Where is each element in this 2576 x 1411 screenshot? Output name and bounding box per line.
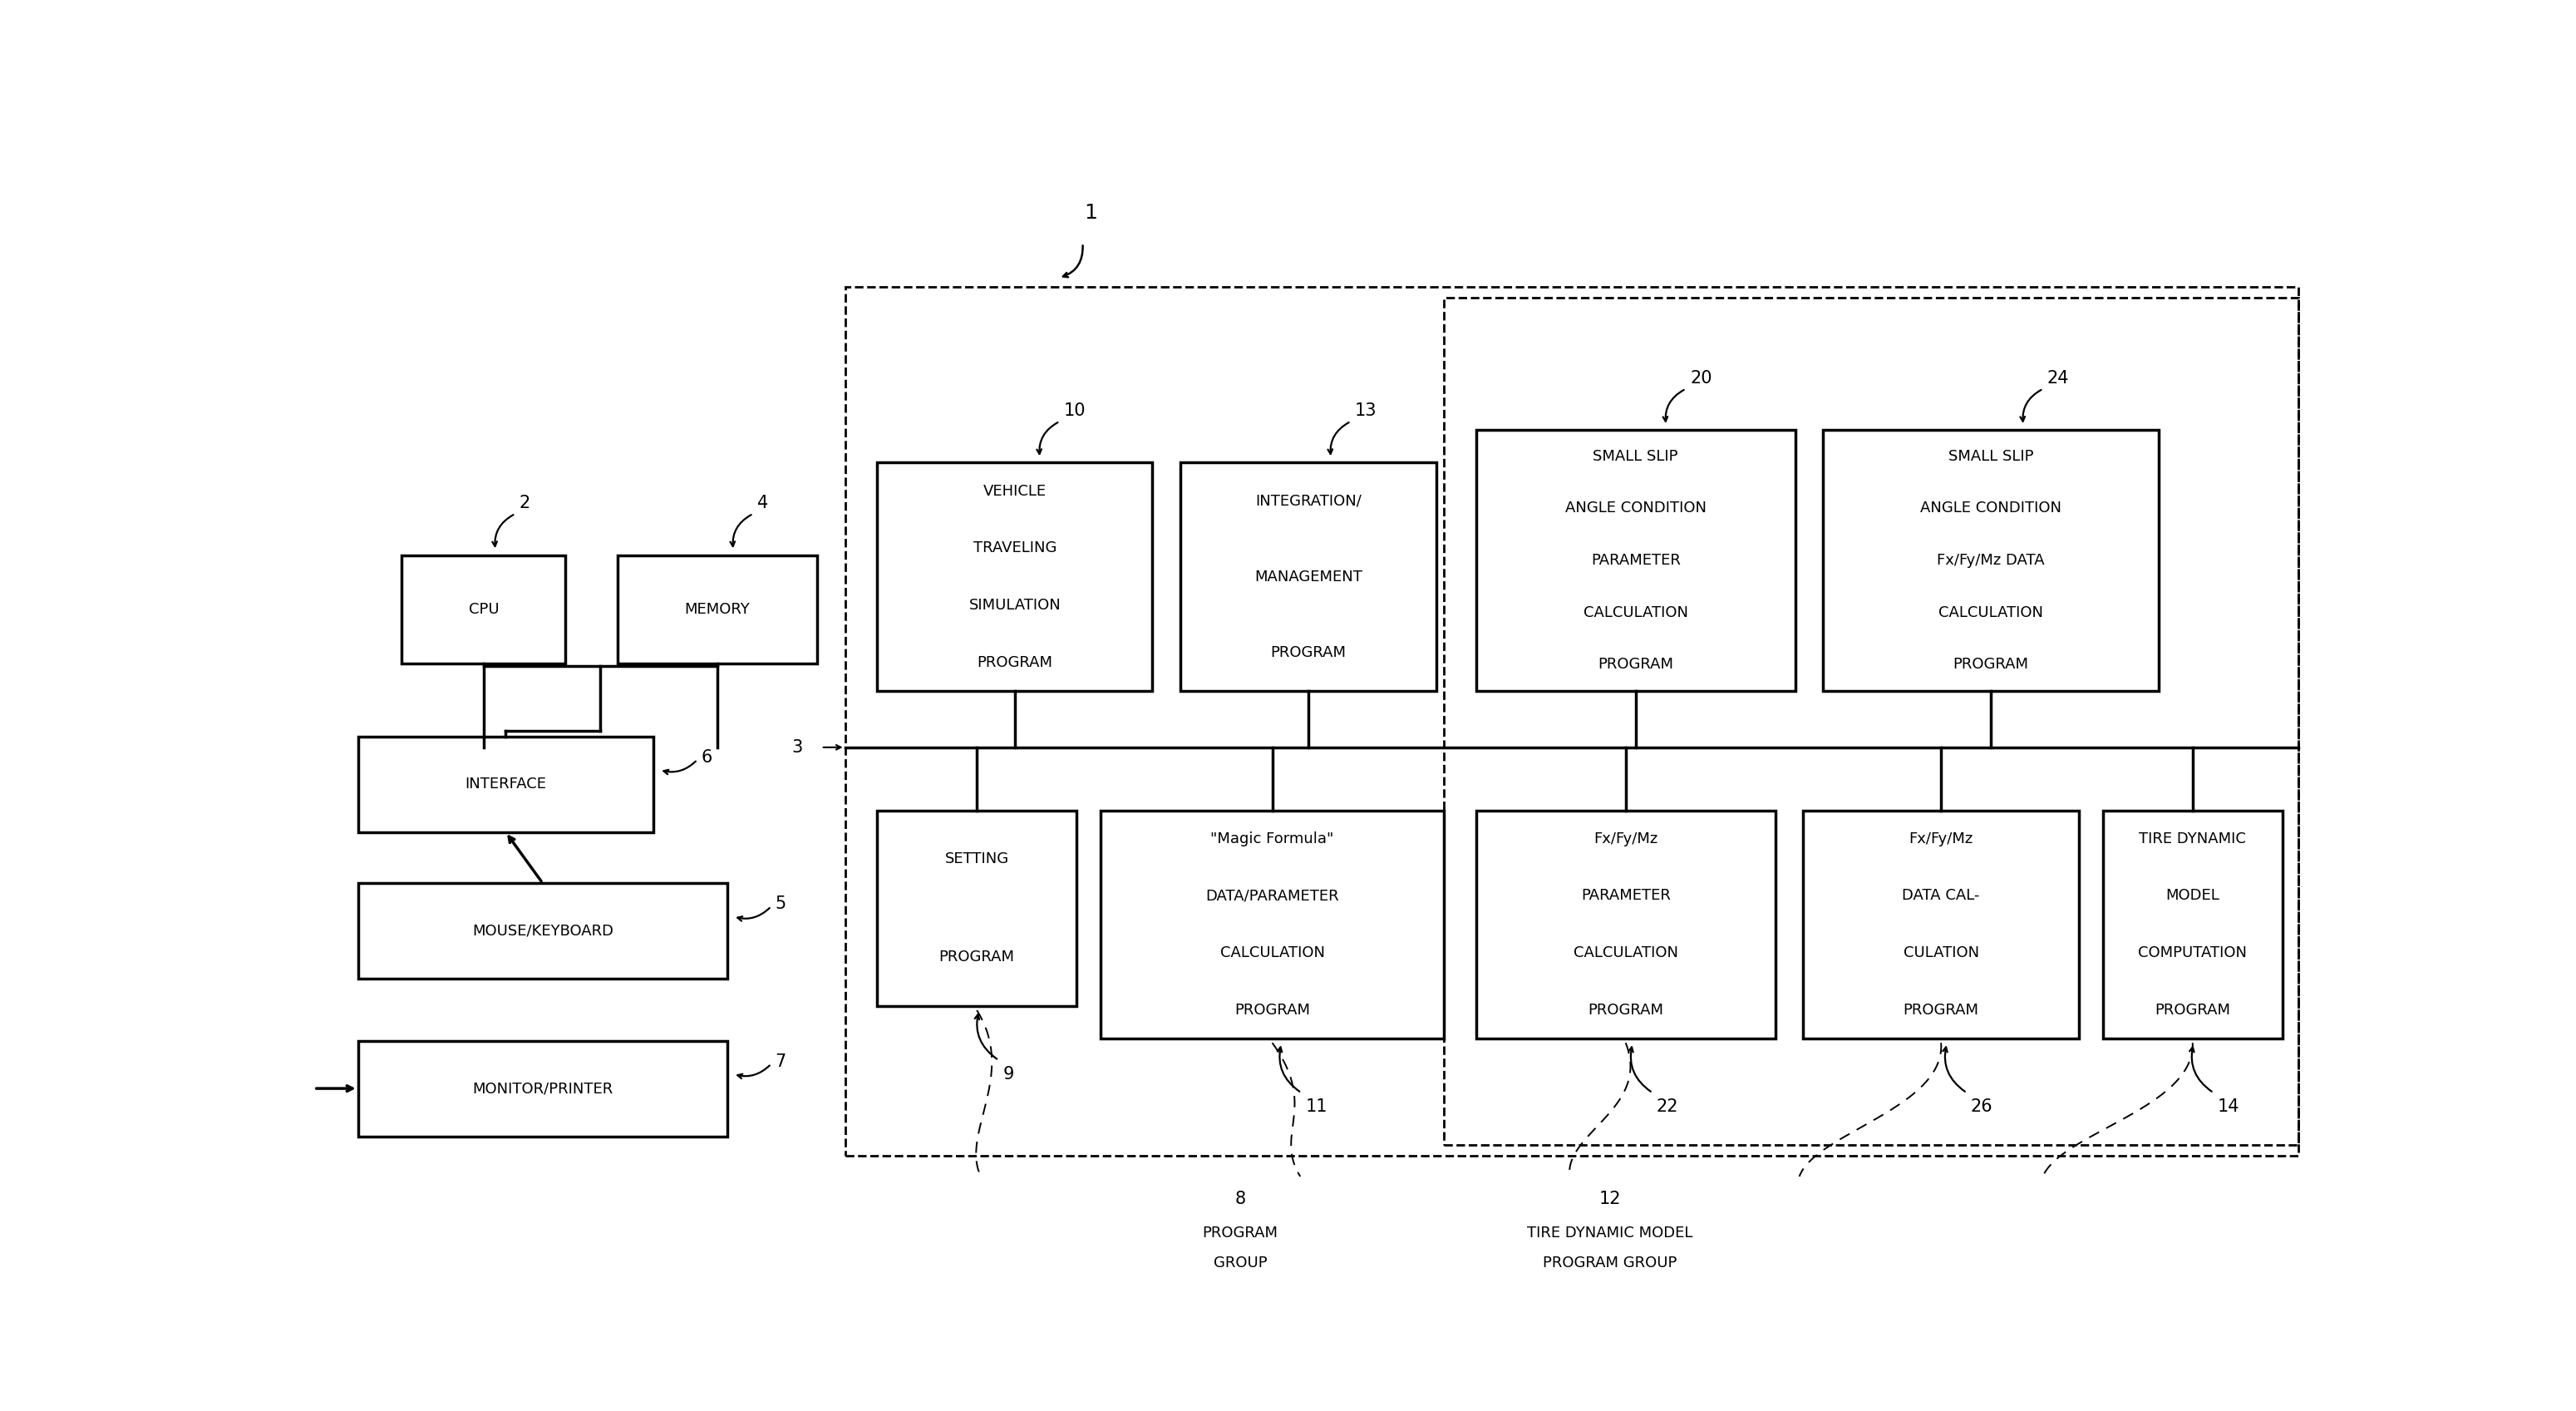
Text: 20: 20: [1690, 370, 1713, 387]
Text: PARAMETER: PARAMETER: [1592, 553, 1680, 569]
Text: GROUP: GROUP: [1213, 1256, 1267, 1271]
Text: DATA/PARAMETER: DATA/PARAMETER: [1206, 889, 1340, 903]
Text: VEHICLE: VEHICLE: [984, 484, 1046, 498]
Text: MEMORY: MEMORY: [685, 602, 750, 617]
Text: MONITOR/PRINTER: MONITOR/PRINTER: [471, 1081, 613, 1096]
Bar: [845, 286, 2298, 1156]
Text: 22: 22: [1656, 1098, 1680, 1115]
Text: 12: 12: [1600, 1191, 1620, 1208]
Text: 5: 5: [775, 896, 786, 913]
Text: 9: 9: [1002, 1065, 1015, 1082]
Text: Fx/Fy/Mz DATA: Fx/Fy/Mz DATA: [1937, 553, 2045, 569]
Text: 13: 13: [1355, 402, 1378, 419]
Bar: [1180, 463, 1435, 691]
Text: PROGRAM: PROGRAM: [1203, 1225, 1278, 1240]
Text: CPU: CPU: [469, 602, 500, 617]
Text: 11: 11: [1306, 1098, 1327, 1115]
Text: SMALL SLIP: SMALL SLIP: [1947, 449, 2032, 464]
Text: ANGLE CONDITION: ANGLE CONDITION: [1919, 501, 2061, 516]
Bar: [402, 555, 567, 663]
Text: "Magic Formula": "Magic Formula": [1211, 831, 1334, 847]
Bar: [358, 737, 654, 832]
Text: PROGRAM: PROGRAM: [1587, 1002, 1664, 1017]
Text: MODEL: MODEL: [2166, 889, 2221, 903]
Text: PARAMETER: PARAMETER: [1582, 889, 1669, 903]
Text: 26: 26: [1971, 1098, 1994, 1115]
Bar: [876, 810, 1077, 1006]
Bar: [618, 555, 817, 663]
Bar: [1445, 298, 2298, 1144]
Text: 4: 4: [757, 495, 768, 512]
Bar: [1803, 810, 2079, 1038]
Text: 24: 24: [2048, 370, 2069, 387]
Text: 2: 2: [520, 495, 531, 512]
Text: MOUSE/KEYBOARD: MOUSE/KEYBOARD: [471, 923, 613, 938]
Text: PROGRAM: PROGRAM: [1597, 658, 1674, 672]
Bar: [876, 463, 1151, 691]
Text: TRAVELING: TRAVELING: [974, 540, 1056, 556]
Text: Fx/Fy/Mz: Fx/Fy/Mz: [1595, 831, 1659, 847]
Text: 8: 8: [1234, 1191, 1247, 1208]
Text: SETTING: SETTING: [945, 852, 1010, 866]
Bar: [1476, 430, 1795, 691]
Text: PROGRAM: PROGRAM: [1904, 1002, 1978, 1017]
Text: CULATION: CULATION: [1904, 945, 1978, 961]
Text: DATA CAL-: DATA CAL-: [1901, 889, 1981, 903]
Text: 1: 1: [1084, 203, 1097, 223]
Text: PROGRAM: PROGRAM: [2154, 1002, 2231, 1017]
Text: 10: 10: [1064, 402, 1087, 419]
Text: MANAGEMENT: MANAGEMENT: [1255, 569, 1363, 584]
Text: SIMULATION: SIMULATION: [969, 598, 1061, 612]
Text: TIRE DYNAMIC MODEL: TIRE DYNAMIC MODEL: [1528, 1225, 1692, 1240]
Text: 3: 3: [791, 739, 804, 756]
Text: CALCULATION: CALCULATION: [1574, 945, 1677, 961]
Text: CALCULATION: CALCULATION: [1221, 945, 1324, 961]
Bar: [1476, 810, 1775, 1038]
Text: 7: 7: [775, 1054, 786, 1070]
Text: INTEGRATION/: INTEGRATION/: [1255, 494, 1360, 508]
Text: 14: 14: [2218, 1098, 2239, 1115]
Bar: [1100, 810, 1445, 1038]
Text: PROGRAM: PROGRAM: [940, 950, 1015, 965]
Bar: [358, 883, 726, 979]
Text: PROGRAM: PROGRAM: [1953, 658, 2030, 672]
Text: PROGRAM: PROGRAM: [1270, 645, 1347, 660]
Text: PROGRAM: PROGRAM: [1234, 1002, 1311, 1017]
Text: CALCULATION: CALCULATION: [1584, 605, 1687, 619]
Text: 6: 6: [701, 749, 714, 766]
Bar: [1824, 430, 2159, 691]
Text: PROGRAM: PROGRAM: [976, 655, 1054, 670]
Text: CALCULATION: CALCULATION: [1940, 605, 2043, 619]
Text: SMALL SLIP: SMALL SLIP: [1592, 449, 1677, 464]
Bar: [2102, 810, 2282, 1038]
Text: TIRE DYNAMIC: TIRE DYNAMIC: [2138, 831, 2246, 847]
Text: Fx/Fy/Mz: Fx/Fy/Mz: [1909, 831, 1973, 847]
Bar: [358, 1041, 726, 1136]
Text: ANGLE CONDITION: ANGLE CONDITION: [1566, 501, 1705, 516]
Text: COMPUTATION: COMPUTATION: [2138, 945, 2246, 961]
Text: PROGRAM GROUP: PROGRAM GROUP: [1543, 1256, 1677, 1271]
Text: INTERFACE: INTERFACE: [464, 777, 546, 792]
